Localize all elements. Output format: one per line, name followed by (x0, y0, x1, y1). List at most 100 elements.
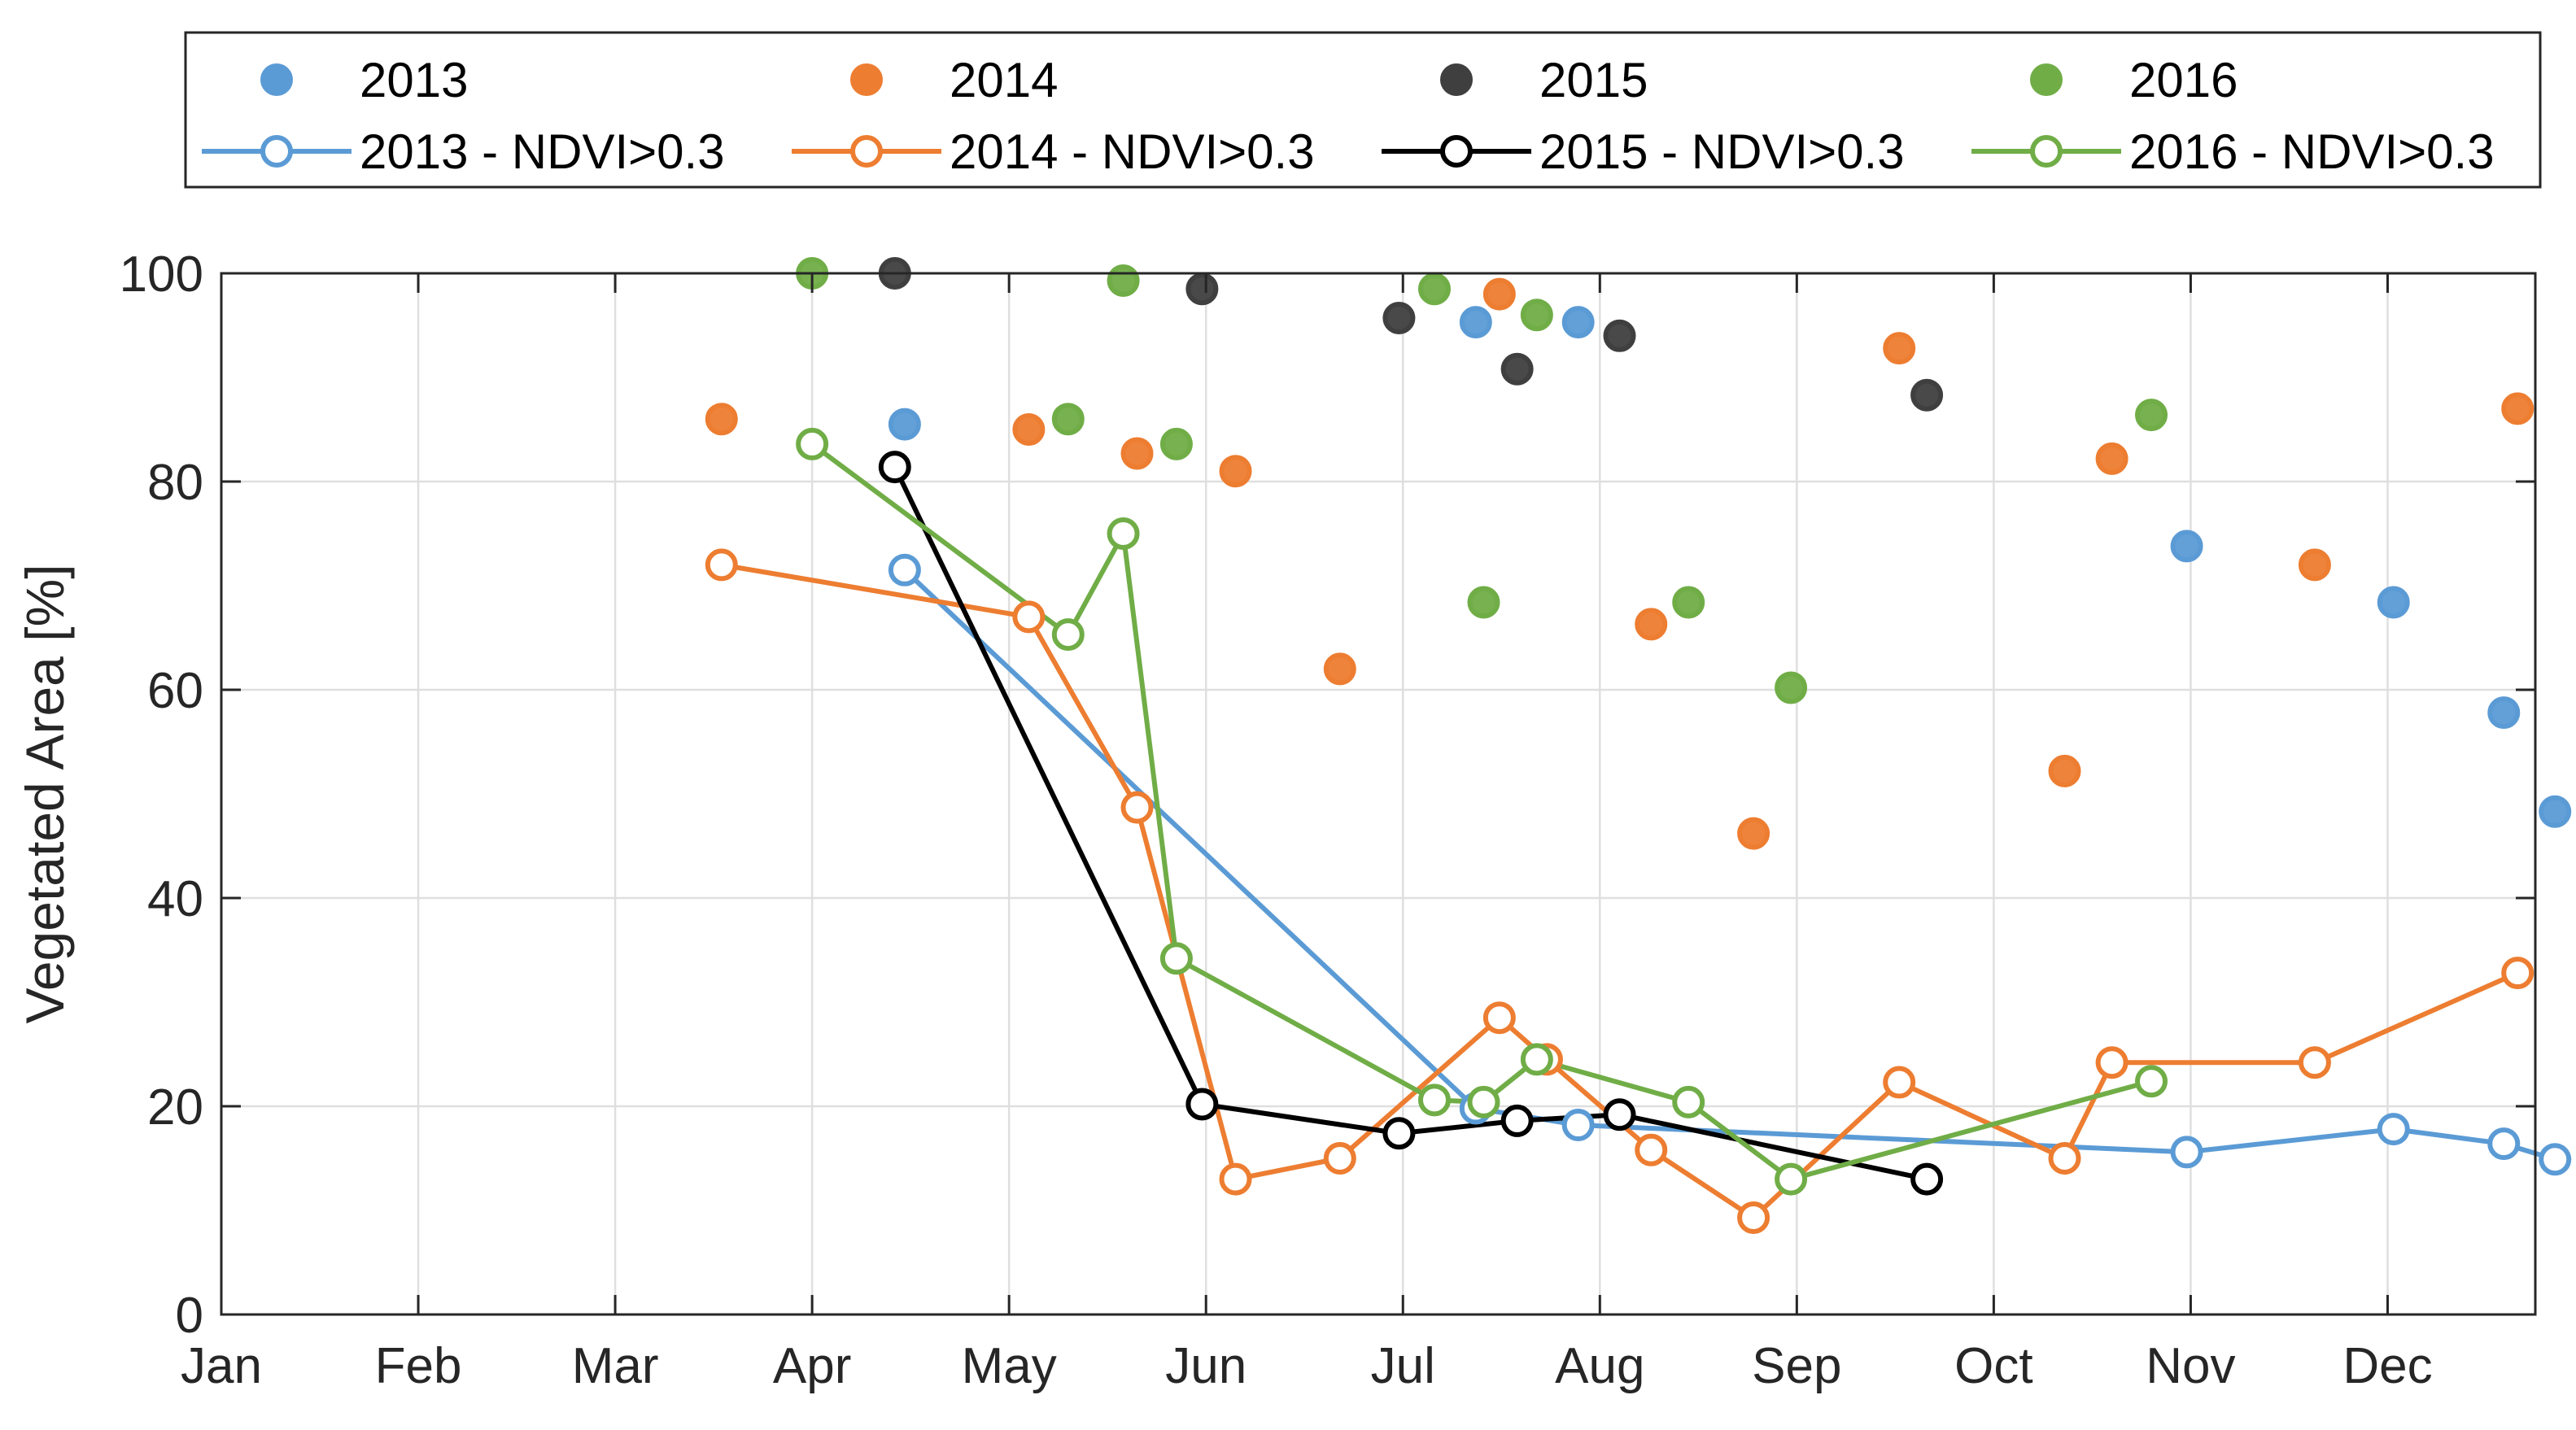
point-2013 (2539, 795, 2572, 828)
y-tick-label: 20 (147, 1079, 203, 1136)
legend-label: 2014 (950, 53, 1058, 107)
point-2014 (1219, 455, 1252, 488)
point-2016-ndvi (1775, 1162, 1808, 1196)
point-2013-ndvi (2539, 1143, 2572, 1176)
x-tick-label: Jan (181, 1338, 262, 1394)
legend: 2013 2014 2015 2016 2013 - NDVI>0.3 2014 - ND… (184, 31, 2542, 189)
point-2014 (1635, 608, 1668, 641)
point-2015-ndvi (1500, 1104, 1534, 1137)
legend-label: 2014 - NDVI>0.3 (950, 124, 1315, 179)
point-2016-ndvi (1672, 1085, 1705, 1118)
series-line-2015-ndvi (893, 465, 1928, 1182)
point-2013 (2170, 530, 2203, 563)
point-2014 (1482, 277, 1516, 311)
point-2014 (1012, 413, 1046, 446)
point-2016 (1051, 403, 1085, 436)
point-2014 (1120, 437, 1154, 470)
point-2015 (1500, 352, 1534, 386)
point-2014 (1737, 817, 1770, 850)
point-2014 (2048, 754, 2081, 787)
axis-ticks (220, 272, 2535, 1316)
legend-label: 2016 - NDVI>0.3 (2129, 124, 2495, 179)
point-2016-ndvi (1417, 1083, 1451, 1117)
x-tick-label: Aug (1555, 1338, 1644, 1394)
plot-background (221, 273, 2535, 1314)
legend-label: 2013 (360, 53, 468, 107)
legend-marker-2013-ndvi (260, 135, 293, 168)
point-2014-ndvi (1482, 1001, 1516, 1035)
point-2016 (1672, 586, 1705, 619)
point-2015-ndvi (878, 451, 911, 484)
x-tick-label: Mar (572, 1338, 659, 1394)
point-2016-ndvi (1467, 1085, 1500, 1118)
point-2014-ndvi (1737, 1201, 1770, 1234)
x-tick-label: Jul (1371, 1338, 1435, 1394)
point-2016-ndvi (1051, 618, 1085, 652)
y-axis-label: Vegetated Area [%] (15, 564, 75, 1023)
y-tick-label: 60 (147, 663, 203, 719)
point-2015-ndvi (1185, 1088, 1219, 1121)
legend-marker-2014-ndvi (850, 135, 883, 168)
point-2014 (1323, 652, 1356, 686)
point-2014-ndvi (705, 548, 738, 582)
point-2014-ndvi (2501, 957, 2535, 990)
x-tick-label: Jun (1165, 1338, 1247, 1394)
point-2016 (1775, 671, 1808, 704)
point-2014-ndvi (1883, 1066, 1916, 1099)
point-2016-ndvi (1520, 1043, 1553, 1076)
point-2014-ndvi (1120, 791, 1154, 824)
point-2013 (888, 408, 921, 441)
point-2013-ndvi (1561, 1109, 1595, 1142)
point-2013 (2487, 696, 2521, 730)
legend-marker-2016 (2030, 63, 2063, 96)
point-2013-ndvi (888, 553, 921, 586)
point-2014-ndvi (2298, 1046, 2331, 1079)
point-2016-ndvi (796, 427, 829, 460)
point-2015-ndvi (1603, 1098, 1636, 1131)
legend-label: 2015 (1539, 53, 1648, 107)
point-2016 (1159, 427, 1193, 460)
series-markers (705, 257, 2572, 1234)
legend-label: 2013 - NDVI>0.3 (360, 124, 725, 179)
point-2013 (1459, 306, 1492, 339)
legend-marker-2015-ndvi (1440, 135, 1473, 168)
point-2014-ndvi (1219, 1162, 1252, 1196)
point-2013-ndvi (2170, 1136, 2203, 1169)
point-2014-ndvi (2095, 1046, 2128, 1079)
legend-marker-2015 (1440, 63, 1473, 96)
x-tick-labels: Jan Feb Mar Apr May Jun Jul Aug Sep Oct Nov Dec (181, 1338, 2433, 1394)
point-2014 (705, 403, 738, 436)
series-line-2016-ndvi (810, 442, 2152, 1182)
point-2015-ndvi (1910, 1162, 1944, 1196)
y-tick-label: 80 (147, 455, 203, 511)
x-tick-label: Dec (2342, 1338, 2432, 1394)
point-2015-ndvi (1382, 1117, 1416, 1150)
point-2014-ndvi (2048, 1142, 2081, 1175)
point-2014 (2095, 442, 2128, 475)
point-2016-ndvi (1107, 517, 1140, 550)
point-2014 (1883, 332, 1916, 365)
x-tick-label: Feb (375, 1338, 462, 1394)
point-2014-ndvi (1012, 600, 1046, 634)
x-tick-label: Sep (1752, 1338, 1841, 1394)
point-2013 (1561, 306, 1595, 339)
point-2014 (2501, 392, 2535, 425)
plot-area: Jan Feb Mar Apr May Jun Jul Aug Sep Oct Nov Dec 0 20… (120, 246, 2572, 1394)
x-tick-label: May (962, 1338, 1057, 1394)
x-tick-label: Oct (1954, 1338, 2032, 1394)
legend-marker-2014 (850, 63, 883, 96)
point-2014-ndvi (1635, 1133, 1668, 1166)
point-2015 (1185, 272, 1219, 306)
y-tick-label: 0 (176, 1288, 203, 1344)
legend-box (184, 31, 2542, 189)
point-2013-ndvi (2377, 1113, 2410, 1146)
point-2014-ndvi (1323, 1142, 1356, 1175)
legend-label: 2016 (2129, 53, 2238, 107)
point-2016 (1107, 264, 1140, 297)
point-2016 (1520, 299, 1553, 332)
point-2014 (2298, 548, 2331, 582)
point-2015 (1910, 378, 1944, 412)
y-tick-labels: 0 20 40 60 80 100 (120, 246, 203, 1344)
legend-marker-2013 (260, 63, 293, 96)
